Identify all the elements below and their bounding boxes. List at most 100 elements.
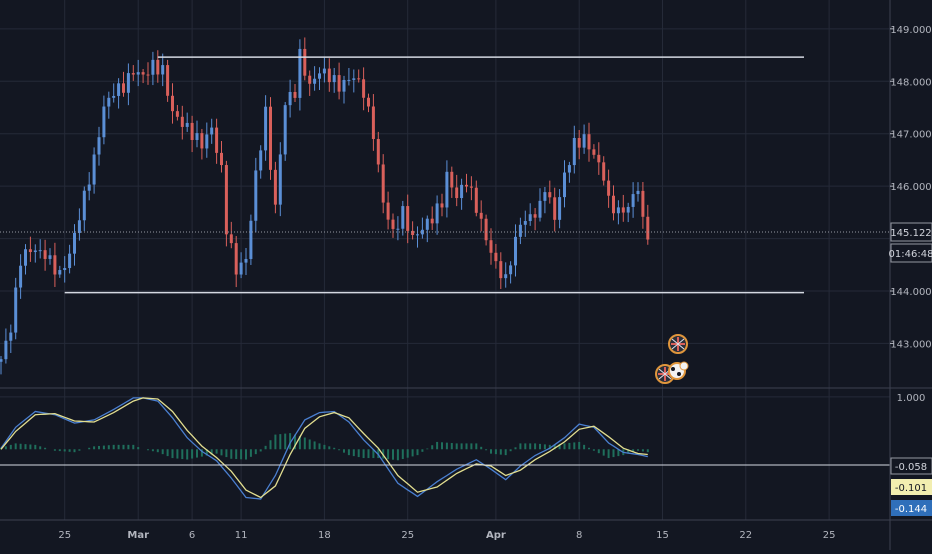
candle-body (175, 111, 179, 117)
candle-body (126, 73, 130, 93)
candle-body (489, 240, 493, 253)
time-tick-label: 22 (739, 530, 752, 541)
candle-body (607, 180, 611, 196)
candle-body (220, 152, 223, 166)
candle-body (367, 97, 370, 107)
price-tick-label: 149.000 (890, 25, 931, 36)
uk-flag-icon[interactable] (668, 334, 688, 354)
candle-body (180, 116, 184, 127)
candle-body (435, 203, 439, 224)
candle-body (234, 243, 238, 275)
time-tick-label: 8 (576, 530, 582, 541)
countdown-tag: 01:46:48 (889, 243, 932, 263)
candle-body (239, 262, 243, 275)
candle-body (469, 186, 473, 188)
time-tick-label: Apr (486, 530, 506, 541)
macd-hist-value: -0.058 (895, 462, 927, 473)
indicator-tick-label: 1.000 (897, 393, 926, 404)
grid-lines (0, 0, 890, 520)
candle-body (92, 154, 96, 185)
candle-body (342, 79, 346, 92)
time-tick-label: 6 (189, 530, 195, 541)
candle-body (156, 59, 160, 75)
candle-body (254, 170, 258, 221)
candle-body (332, 75, 336, 83)
candle-body (68, 253, 72, 269)
candle-body (567, 165, 571, 173)
candle-body (445, 171, 449, 208)
candle-body (269, 106, 272, 170)
candle-body (553, 197, 557, 220)
candle-body (117, 83, 121, 96)
candle-body (151, 59, 155, 75)
candle-body (48, 255, 52, 259)
time-tick-label: 18 (318, 530, 331, 541)
horizontal-levels[interactable] (64, 56, 804, 294)
candle-body (195, 133, 199, 140)
candle-body (318, 73, 321, 79)
macd-line-badge: -0.144 (891, 500, 932, 516)
candle-body (420, 229, 424, 235)
candle-body (587, 134, 591, 150)
time-axis[interactable]: 25 Mar 6 11 18 25 Apr 8 15 22 25 (58, 530, 835, 541)
candle-body (352, 78, 356, 80)
candle-body (602, 162, 606, 181)
candle-body (303, 48, 307, 76)
candle-body (636, 190, 640, 195)
candle-body (376, 138, 380, 165)
candle-body (63, 268, 67, 271)
candle-body (494, 252, 498, 262)
candle-body (631, 194, 635, 207)
candle-body (166, 65, 170, 96)
candle-body (293, 91, 297, 98)
candle-body (283, 105, 287, 155)
price-candles (0, 37, 650, 375)
candle-body (259, 150, 263, 171)
candle-body (548, 192, 552, 198)
candle-body (146, 74, 150, 76)
candle-body (97, 137, 101, 155)
candle-body (58, 270, 62, 275)
candle-body (528, 214, 532, 222)
candle-body (131, 73, 135, 75)
candle-body (641, 190, 645, 217)
candle-body (572, 137, 576, 166)
candle-body (381, 164, 385, 203)
candle-body (33, 250, 37, 253)
candle-body (82, 190, 86, 221)
candle-body (205, 134, 209, 149)
candle-body (38, 250, 42, 252)
candle-body (460, 184, 464, 199)
candle-body (362, 79, 366, 98)
price-tick-label: 148.000 (890, 77, 931, 88)
candle-body (161, 65, 165, 75)
candle-body (509, 265, 513, 275)
candle-body (430, 218, 434, 224)
candle-body (313, 78, 317, 84)
candle-body (646, 216, 650, 240)
event-cluster-icon[interactable] (668, 361, 689, 380)
current-price-tag: 145.122 (890, 222, 932, 242)
candle-body (87, 184, 91, 191)
candle-body (523, 221, 527, 225)
candle-body (563, 172, 566, 198)
price-axis[interactable]: 149.000 148.000 147.000 146.000 144.000 143.0… (890, 25, 932, 351)
candle-body (278, 154, 282, 205)
candle-body (626, 206, 630, 213)
candle-body (391, 219, 395, 229)
candle-body (401, 206, 405, 229)
countdown-label: 01:46:48 (889, 249, 932, 260)
candle-body (190, 122, 194, 140)
economic-event-markers[interactable] (655, 334, 689, 384)
candle-body (288, 91, 292, 106)
candle-body (592, 149, 596, 155)
candle-body (558, 197, 562, 220)
candle-body (577, 137, 581, 148)
candle-body (210, 127, 214, 135)
current-price-label: 145.122 (890, 228, 931, 239)
candle-body (538, 200, 542, 218)
candle-body (484, 218, 488, 241)
indicator-axis[interactable]: 1.000 (897, 393, 926, 404)
